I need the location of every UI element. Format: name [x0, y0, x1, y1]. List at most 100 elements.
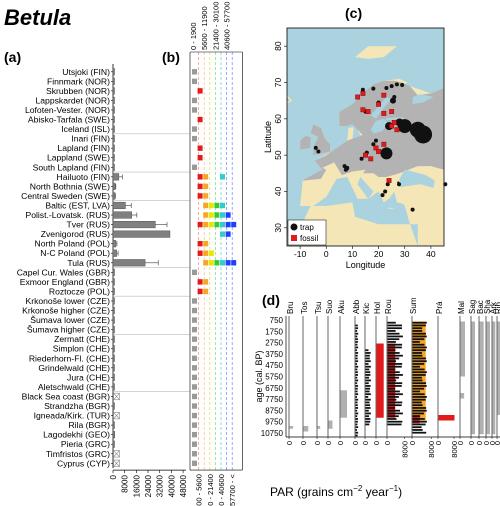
panel-b-bin-marker [225, 221, 231, 228]
map-fossil-point [391, 120, 397, 125]
panel-a-category-label: Šumava higher (CZE) [27, 325, 110, 335]
bottom-axis-label-mid: year [362, 485, 389, 499]
map-fossil-point [386, 178, 392, 183]
panel-b-bin-marker [220, 174, 225, 180]
panel-d-black-bar [365, 409, 369, 412]
panel-d-black-bar [387, 365, 402, 368]
panel-d-site-label: Tos [300, 302, 309, 314]
panel-d-x-tick-label: 0 [285, 441, 294, 445]
map-legend-trap-symbol [290, 223, 298, 231]
panel-b-bin-marker [192, 326, 197, 333]
map-legend-trap-label: trap [300, 223, 314, 232]
panel-d-black-bar [412, 365, 420, 368]
panel-a-bar [112, 192, 116, 200]
panel-d-black-bar [387, 343, 403, 346]
panel-d-black-bar [412, 379, 423, 382]
panel-b-bin-marker [231, 260, 237, 266]
panel-a-bar [112, 144, 115, 152]
panel-d-black-bar [387, 398, 397, 401]
panel-d-black-bar [355, 409, 358, 412]
panel-d-x-tick-label: 0 [475, 441, 484, 445]
panel-a-category-label: Pieria (GRC) [61, 439, 110, 449]
panel-d-black-bar [355, 368, 358, 371]
panel-a-bar [112, 287, 115, 295]
panel-d-black-bar [365, 374, 371, 376]
panel-a-bar [112, 316, 115, 324]
panel-a-bar [112, 249, 117, 257]
panel-a-bar [112, 106, 115, 114]
panel-d-black-bar [355, 332, 359, 335]
panel-a-no-data-cross [113, 459, 120, 467]
panel-a-bar [112, 383, 115, 391]
panel-a-category-label: Aletschwald (CHE) [38, 382, 110, 392]
panel-a-category-label: Skrubben (NOR) [46, 86, 110, 96]
panel-d-black-bar [355, 407, 359, 409]
panel-d-black-bar [355, 429, 357, 431]
map-trap-point [389, 97, 396, 104]
map-land-anatolia [394, 184, 444, 206]
panel-d-x-tick-label: 8000 [401, 441, 410, 458]
panel-d-site-label: Tsu [314, 302, 323, 314]
panel-a-bar [112, 268, 115, 276]
panel-b-bin-marker [214, 212, 220, 218]
panel-d-black-bar [365, 412, 371, 415]
panel-b-bin-marker [231, 221, 237, 228]
panel-a-category-label: Jura (CHE) [67, 372, 110, 382]
panel-d-black-bar [387, 379, 397, 382]
panel-d-black-bar [355, 434, 358, 437]
panel-d-x-tick-label: 0 [324, 441, 333, 445]
panel-d-black-bar [355, 426, 359, 429]
map-frame [286, 27, 445, 247]
map-x-tick-label: -10 [294, 249, 307, 259]
panel-d-black-bar [387, 385, 402, 387]
panel-d-grey-bar [317, 426, 321, 429]
panel-a-category-label: Šumava lower (CZE) [30, 315, 110, 325]
map-trap-point [389, 84, 394, 89]
panel-d-grey-bar [471, 321, 475, 435]
panel-d-black-bar [412, 387, 425, 390]
panel-a-bar [112, 115, 115, 124]
panel-a-bar [112, 306, 115, 315]
map-baltic-sea [370, 118, 390, 134]
panel-b-bin-marker [192, 412, 197, 419]
panel-d-black-bar [387, 357, 400, 360]
map-fossil-point [373, 145, 379, 151]
panel-a-category-label: Timfristos (GRC) [46, 449, 110, 459]
panel-d-site-label: Sum [409, 297, 418, 314]
panel-b-bin-marker [192, 451, 197, 457]
panel-d-black-bar [365, 398, 371, 401]
panel-d-black-bar [355, 349, 357, 352]
map-trap-point [371, 86, 376, 91]
panel-d-red-bar [438, 415, 455, 421]
panel-a-bar [112, 182, 116, 190]
panel-d-black-bar [387, 418, 397, 420]
panel-a-bar [112, 421, 115, 429]
panel-d-black-bar [387, 332, 400, 335]
panel-b-bin-label-top: 21400 - 30100 [211, 2, 220, 50]
map-trap-point [414, 125, 433, 144]
panel-b-bin-marker [220, 260, 225, 266]
panel-d-site-label: Hol [373, 302, 382, 314]
panel-d-black-bar [412, 368, 425, 371]
map-fossil-point [381, 141, 387, 147]
panel-d-x-tick-label: 0 [467, 441, 476, 445]
panel-b-bin-marker [192, 441, 197, 447]
panel-a-category-label: Tula (RUS) [67, 258, 110, 268]
panel-d-black-bar [387, 423, 402, 426]
panel-d-black-bar [355, 376, 358, 379]
map-y-tick-label: 30 [273, 223, 283, 233]
panel-b-bin-marker [203, 183, 209, 190]
panel-d-black-bar [412, 363, 425, 365]
panel-a-category-label: Lappskardet (NOR) [35, 95, 110, 105]
panel-a-x-tick-label: 32000 [156, 475, 165, 498]
panel-d-black-bar [355, 343, 358, 346]
panel-b-bin-marker [208, 202, 214, 209]
bottom-axis-label-main: PAR (grains cm [270, 485, 353, 499]
panel-b-bin-marker [203, 174, 209, 180]
panel-d-site-label: Sha [483, 299, 492, 314]
panel-d-black-bar [412, 412, 424, 415]
panel-b-bin-chart: 0 - 1900 5600 - 11900 21400 - 30100 40600 -… [189, 2, 243, 506]
panel-d-black-bar [412, 354, 423, 357]
panel-a-category-label: Krkonoše higher (CZE) [22, 306, 110, 316]
panel-b-bin-marker [197, 145, 203, 151]
